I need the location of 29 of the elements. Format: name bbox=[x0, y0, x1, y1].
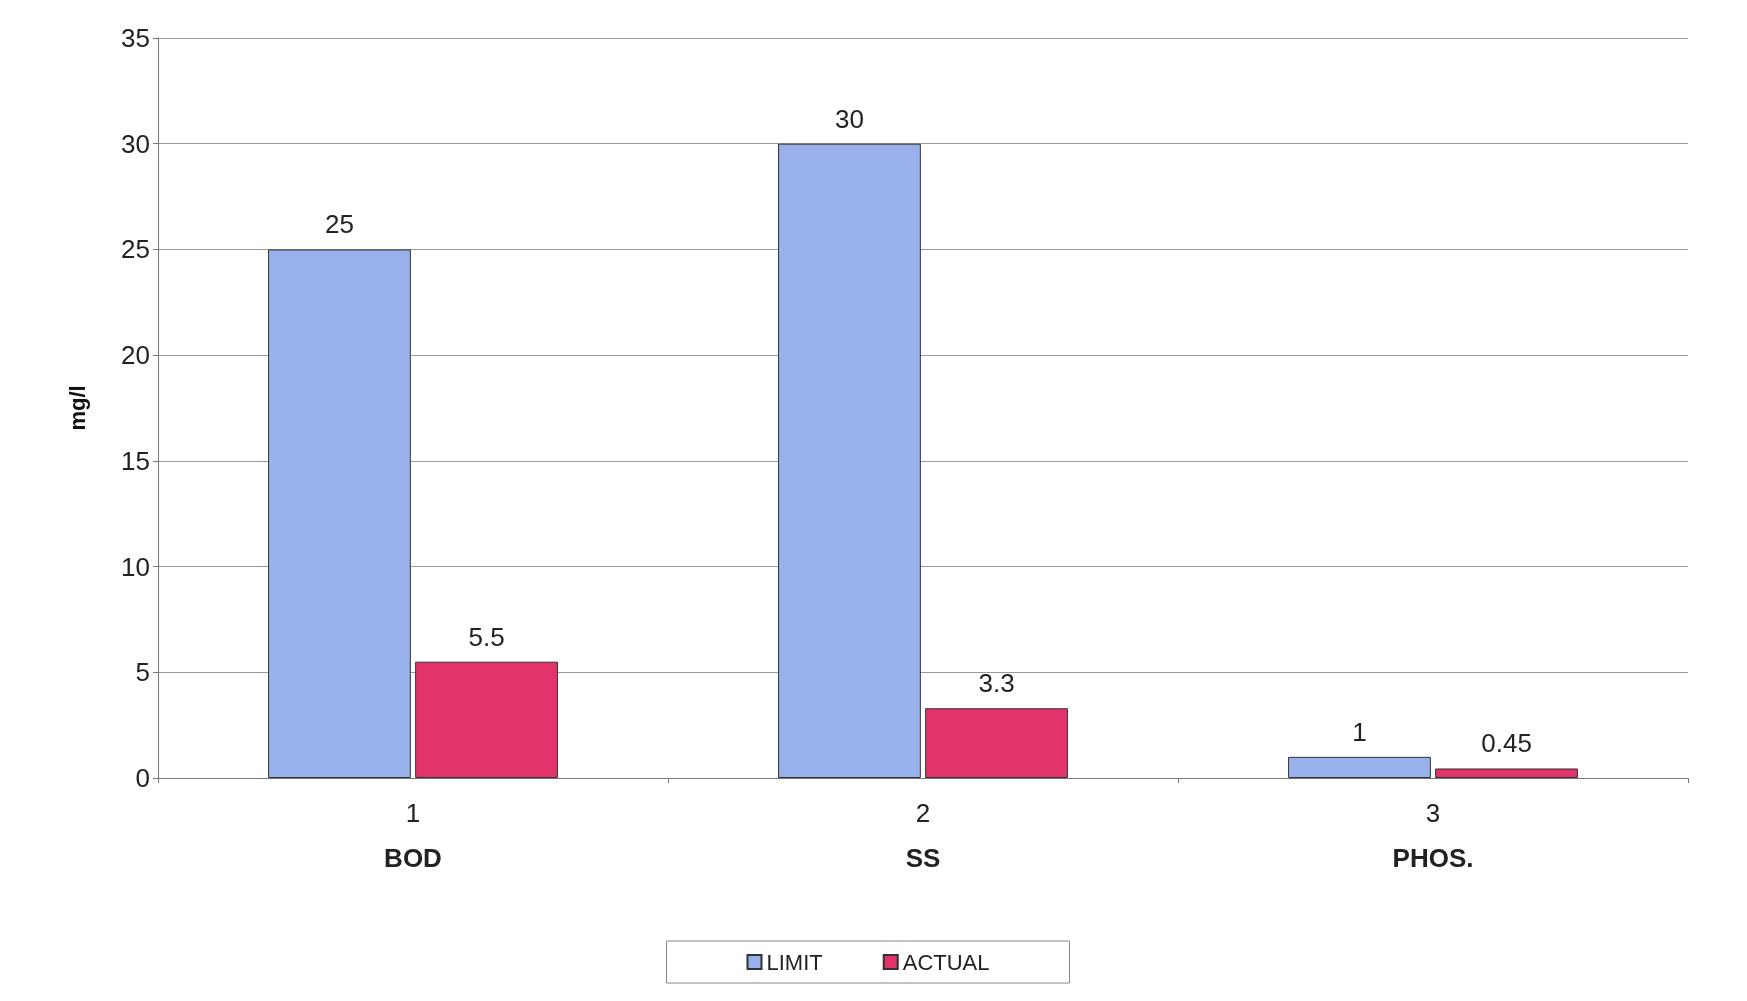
y-tick-label: 15 bbox=[121, 445, 150, 476]
x-tick-label: 1 bbox=[405, 798, 421, 828]
data-label: 5.5 bbox=[468, 621, 505, 652]
legend-label: ACTUAL bbox=[902, 949, 990, 975]
y-tick-label: 30 bbox=[121, 128, 150, 159]
data-label: 30 bbox=[835, 103, 864, 134]
y-tick-label: 25 bbox=[121, 234, 150, 265]
y-axis-title: mg/l bbox=[64, 385, 90, 431]
y-tick-label: 20 bbox=[121, 340, 150, 371]
bar bbox=[1288, 756, 1431, 778]
bar bbox=[925, 708, 1068, 778]
y-tick-label: 0 bbox=[135, 763, 150, 793]
bar bbox=[778, 143, 921, 778]
bar bbox=[415, 661, 558, 778]
text: BOD bbox=[384, 843, 442, 873]
text: SS bbox=[905, 843, 941, 873]
bar bbox=[1435, 768, 1578, 778]
y-tick-label: 5 bbox=[135, 657, 150, 688]
bar bbox=[268, 249, 411, 778]
x-tick-label: 3 bbox=[1425, 798, 1441, 828]
data-label: 3.3 bbox=[978, 668, 1015, 699]
data-label: 0.45 bbox=[1481, 728, 1532, 759]
data-label: 25 bbox=[325, 209, 354, 240]
x-tick-label: 2 bbox=[915, 798, 931, 828]
y-tick-label: 10 bbox=[121, 551, 150, 582]
data-label: 1 bbox=[1352, 716, 1367, 747]
text: PHOS. bbox=[1392, 843, 1474, 873]
legend-label: LIMIT bbox=[766, 949, 823, 975]
y-tick-label: 35 bbox=[121, 23, 150, 53]
